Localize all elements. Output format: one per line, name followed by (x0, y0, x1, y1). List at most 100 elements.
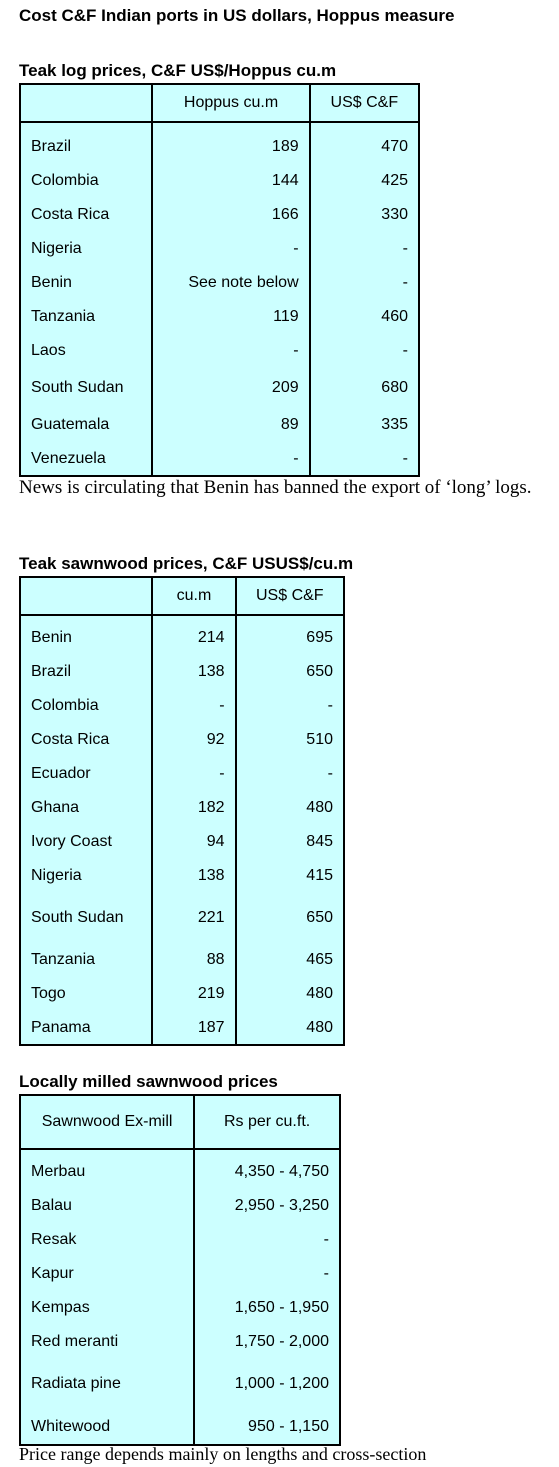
page-title: Cost C&F Indian ports in US dollars, Hop… (19, 6, 455, 25)
hoppus-cell: 166 (151, 198, 310, 232)
cum-cell: - (151, 689, 236, 723)
teak-sawnwood-header-cum: cu.m (151, 577, 236, 616)
species-cell: Whitewood (31, 1417, 111, 1435)
cum-cell: 182 (151, 791, 236, 825)
cum-cell: 138 (151, 655, 236, 689)
species-cell: Kapur (31, 1265, 74, 1282)
hoppus-cell: 119 (151, 300, 310, 334)
hoppus-cell: 209 (151, 368, 310, 408)
table-row: Colombia - - (20, 689, 344, 723)
price-cell: 1,750 - 2,000 (193, 1325, 340, 1359)
table-row: Brazil 138 650 (20, 655, 344, 689)
price-cell: 1,000 - 1,200 (193, 1359, 340, 1409)
cum-cell: 138 (151, 859, 236, 893)
teak-sawnwood-table-title: Teak sawnwood prices, C&F USUS$/cu.m (19, 554, 354, 573)
benin-note: News is circulating that Benin has banne… (19, 477, 532, 498)
country-cell: South Sudan (31, 909, 124, 926)
cum-cell: 92 (151, 723, 236, 757)
teak-log-header-usd: US$ C&F (308, 84, 419, 123)
usd-cell: 415 (234, 859, 344, 893)
country-cell: Tanzania (31, 308, 96, 325)
usd-cell: 480 (234, 791, 344, 825)
country-cell: Costa Rica (31, 731, 110, 748)
cum-cell: - (151, 757, 236, 791)
teak-log-header-blank (20, 84, 153, 123)
country-cell: Colombia (31, 697, 99, 714)
cum-cell: 94 (151, 825, 236, 859)
country-cell: Benin (31, 274, 72, 291)
price-cell: 1,650 - 1,950 (193, 1291, 340, 1325)
country-cell: Brazil (31, 663, 72, 680)
usd-cell: 510 (234, 723, 344, 757)
cum-cell: 221 (151, 893, 236, 943)
country-cell: Colombia (31, 172, 99, 189)
country-cell: Brazil (31, 138, 72, 155)
hoppus-cell: - (151, 232, 310, 266)
usd-cell: 480 (234, 977, 344, 1011)
usd-cell: - (234, 757, 344, 791)
cum-cell: 187 (151, 1011, 236, 1045)
table-row: Panama 187 480 (20, 1011, 344, 1045)
cum-cell: 214 (151, 621, 236, 655)
usd-cell: - (308, 266, 419, 300)
local-sawnwood-table: Sawnwood Ex-mill Rs per cu.ft. Merbau 4,3… (19, 1094, 341, 1446)
cum-cell: 88 (151, 943, 236, 977)
price-cell: 2,950 - 3,250 (193, 1189, 340, 1223)
table-row: Kempas 1,650 - 1,950 (20, 1291, 340, 1325)
country-cell: Nigeria (31, 240, 82, 257)
teak-sawnwood-header-row: cu.m US$ C&F (20, 577, 344, 616)
table-row: Benin See note below - (20, 266, 419, 300)
table-row: Laos - - (20, 334, 419, 368)
table-row: Guatemala 89 335 (20, 408, 419, 442)
usd-cell: - (308, 442, 419, 476)
price-cell: - (193, 1223, 340, 1257)
country-cell: Venezuela (31, 449, 106, 467)
price-cell: 4,350 - 4,750 (193, 1155, 340, 1189)
table-row: Costa Rica 166 330 (20, 198, 419, 232)
hoppus-cell: - (151, 334, 310, 368)
table-row: Nigeria 138 415 (20, 859, 344, 893)
species-cell: Merbau (31, 1163, 86, 1180)
table-row: South Sudan 221 650 (20, 893, 344, 943)
country-cell: Nigeria (31, 867, 82, 884)
usd-cell: - (308, 232, 419, 266)
usd-cell: - (308, 334, 419, 368)
teak-log-header-hoppus: Hoppus cu.m (151, 84, 310, 123)
country-cell: Ghana (31, 799, 80, 816)
table-row: Whitewood 950 - 1,150 (20, 1409, 340, 1445)
table-row: Balau 2,950 - 3,250 (20, 1189, 340, 1223)
usd-cell: - (234, 689, 344, 723)
hoppus-cell: 89 (151, 408, 310, 442)
table-row: Kapur - (20, 1257, 340, 1291)
country-cell: Ecuador (31, 765, 91, 782)
teak-log-table-title: Teak log prices, C&F US$/Hoppus cu.m (19, 61, 337, 80)
country-cell: Tanzania (31, 951, 96, 968)
table-row: Radiata pine 1,000 - 1,200 (20, 1359, 340, 1409)
species-cell: Kempas (31, 1299, 90, 1316)
local-sawnwood-header-price: Rs per cu.ft. (193, 1095, 340, 1150)
country-cell: Guatemala (31, 416, 110, 433)
hoppus-cell: 189 (151, 130, 310, 164)
species-cell: Resak (31, 1231, 77, 1248)
table-row: Brazil 189 470 (20, 130, 419, 164)
species-cell: Red meranti (31, 1333, 119, 1350)
table-row: Nigeria - - (20, 232, 419, 266)
hoppus-cell: - (151, 442, 310, 476)
teak-sawnwood-header-usd: US$ C&F (234, 577, 344, 616)
local-sawnwood-table-title: Locally milled sawnwood prices (19, 1072, 278, 1091)
country-cell: Ivory Coast (31, 833, 112, 850)
teak-sawnwood-table: cu.m US$ C&F Benin 214 695 Brazil 138 650 Co… (19, 576, 345, 1046)
table-row: Togo 219 480 (20, 977, 344, 1011)
table-row: Benin 214 695 (20, 621, 344, 655)
hoppus-cell: See note below (151, 266, 310, 300)
usd-cell: 460 (308, 300, 419, 334)
usd-cell: 330 (308, 198, 419, 232)
usd-cell: 680 (308, 368, 419, 408)
usd-cell: 480 (234, 1011, 344, 1045)
table-row: Resak - (20, 1223, 340, 1257)
table-row: Ivory Coast 94 845 (20, 825, 344, 859)
country-cell: Benin (31, 629, 72, 646)
species-cell: Radiata pine (31, 1375, 121, 1392)
table-row: South Sudan 209 680 (20, 368, 419, 408)
usd-cell: 695 (234, 621, 344, 655)
